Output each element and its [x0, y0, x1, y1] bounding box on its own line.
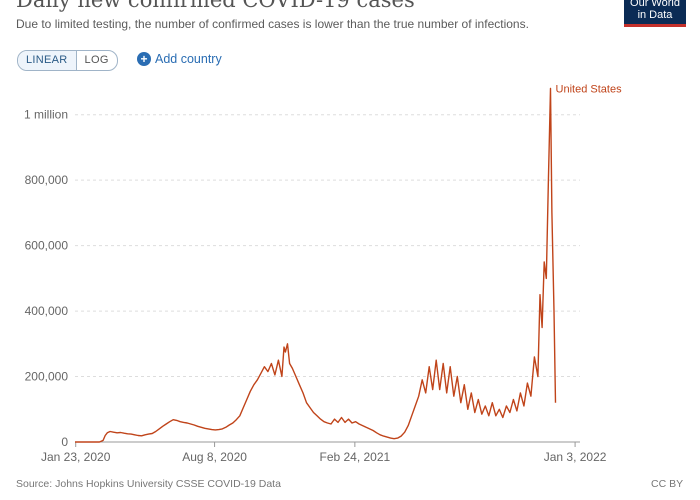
log-scale-button[interactable]: LOG: [84, 54, 109, 66]
plus-circle-icon: +: [137, 52, 151, 66]
series-label: United States: [556, 84, 623, 96]
license-label[interactable]: CC BY: [651, 478, 684, 490]
y-tick-label: 600,000: [25, 239, 69, 253]
y-tick-label: 0: [61, 435, 68, 449]
chart-subtitle: Due to limited testing, the number of co…: [16, 17, 529, 31]
linear-scale-button[interactable]: LINEAR: [18, 51, 77, 70]
logo-line-2: in Data: [637, 9, 673, 21]
owid-logo[interactable]: Our World in Data: [624, 0, 686, 27]
x-tick-label: Jan 23, 2020: [41, 450, 111, 464]
y-tick-label: 400,000: [25, 304, 69, 318]
x-tick-label: Jan 3, 2022: [544, 450, 607, 464]
chart-title: Daily new confirmed COVID-19 cases: [16, 0, 415, 12]
x-tick-label: Aug 8, 2020: [182, 450, 247, 464]
add-country-button[interactable]: + Add country: [137, 52, 222, 66]
series-line-united-states: [75, 87, 557, 443]
source-note[interactable]: Source: Johns Hopkins University CSSE CO…: [16, 478, 281, 490]
logo-line-1: Our World: [630, 0, 680, 9]
y-tick-label: 1 million: [24, 108, 68, 122]
y-tick-label: 200,000: [25, 370, 69, 384]
x-tick-label: Feb 24, 2021: [319, 450, 390, 464]
y-tick-label: 800,000: [25, 173, 69, 187]
scale-toggle: LINEAR LOG: [17, 50, 118, 71]
add-country-label: Add country: [155, 52, 222, 66]
